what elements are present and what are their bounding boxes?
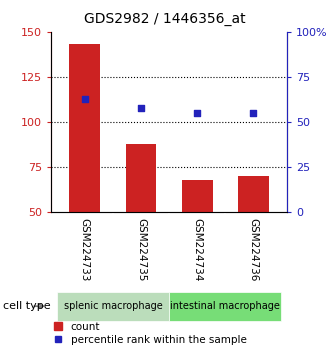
Bar	[169, 292, 281, 321]
Point	[195, 110, 200, 116]
Point	[82, 96, 87, 102]
Point	[251, 110, 256, 116]
Bar	[57, 292, 169, 321]
Legend: count, percentile rank within the sample: count, percentile rank within the sample	[50, 317, 250, 349]
Point	[138, 105, 144, 110]
Text: GSM224734: GSM224734	[192, 218, 202, 281]
Text: intestinal macrophage: intestinal macrophage	[170, 301, 280, 310]
Text: GDS2982 / 1446356_at: GDS2982 / 1446356_at	[84, 12, 246, 27]
Bar	[182, 180, 213, 212]
Text: cell type: cell type	[3, 301, 51, 311]
Bar	[126, 144, 156, 212]
Text: splenic macrophage: splenic macrophage	[64, 301, 162, 310]
Bar	[69, 45, 100, 212]
Bar	[238, 176, 269, 212]
Text: GSM224735: GSM224735	[136, 218, 146, 281]
Text: GSM224733: GSM224733	[80, 218, 90, 281]
Text: GSM224736: GSM224736	[248, 218, 258, 281]
